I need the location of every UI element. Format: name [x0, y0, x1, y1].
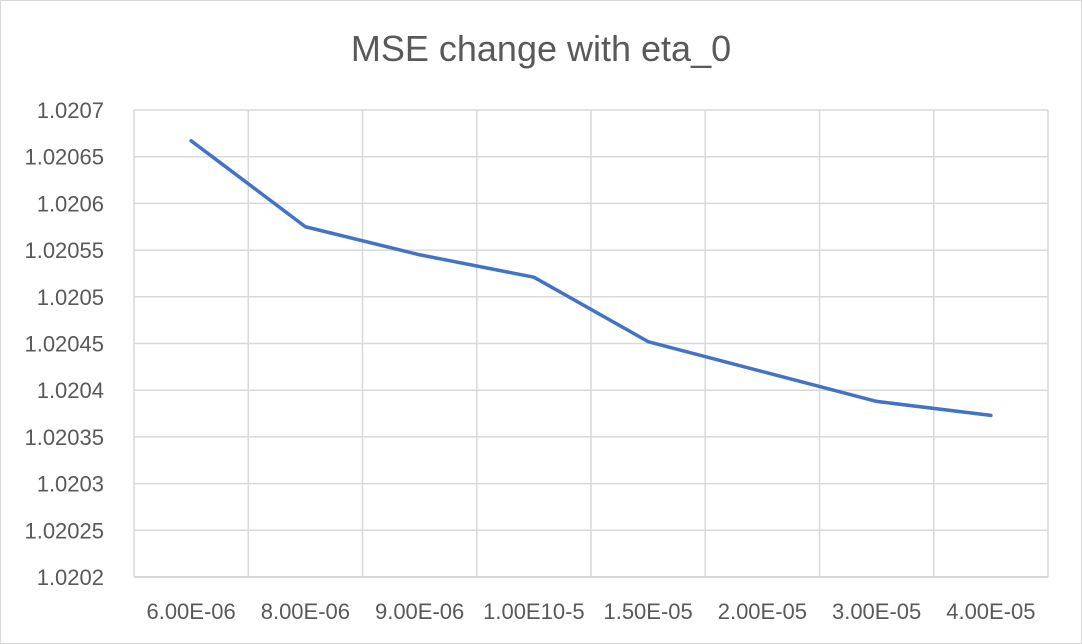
- chart-title: MSE change with eta_0: [350, 28, 732, 69]
- y-tick-label: 1.02045: [24, 332, 104, 357]
- y-tick-label: 1.0205: [37, 285, 104, 310]
- y-tick-label: 1.02025: [24, 518, 104, 543]
- x-tick-label: 8.00E-06: [261, 599, 350, 624]
- x-tick-label: 6.00E-06: [146, 599, 235, 624]
- y-tick-label: 1.0202: [37, 565, 104, 590]
- gridlines: [133, 109, 1049, 577]
- x-tick-label: 9.00E-06: [375, 599, 464, 624]
- series-layer: [189, 139, 993, 418]
- y-tick-label: 1.02035: [24, 425, 104, 450]
- y-tick-label: 1.0204: [37, 378, 104, 403]
- x-tick-label: 3.00E-05: [832, 599, 921, 624]
- x-tick-label: 2.00E-05: [718, 599, 807, 624]
- x-tick-label: 1.50E-05: [603, 599, 692, 624]
- x-tick-label: 4.00E-05: [946, 599, 1035, 624]
- y-tick-label: 1.0206: [37, 191, 104, 216]
- y-tick-label: 1.02065: [24, 145, 104, 170]
- y-tick-label: 1.02055: [24, 238, 104, 263]
- y-tick-label: 1.0203: [37, 472, 104, 497]
- tick-labels: 1.0207 1.02065 1.0206 1.02055 1.0205 1.02045 1…: [24, 98, 1035, 624]
- series-line: [189, 139, 993, 418]
- y-tick-label: 1.0207: [37, 98, 104, 123]
- x-tick-label: 1.00E10-5: [483, 599, 585, 624]
